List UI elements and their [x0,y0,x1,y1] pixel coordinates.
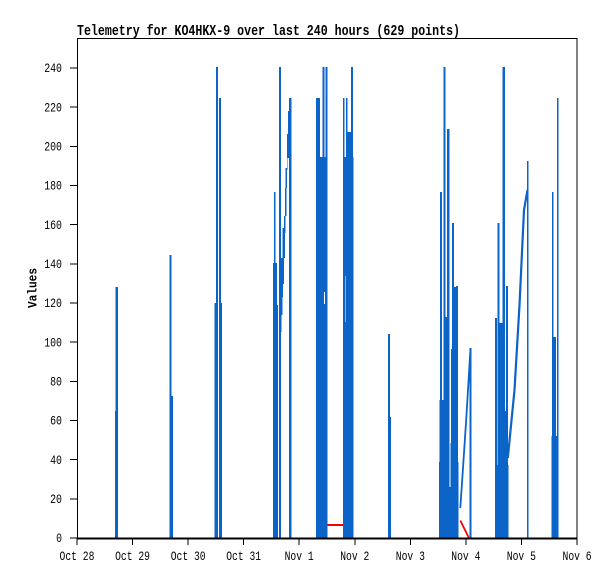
svg-text:Nov 4: Nov 4 [451,549,480,564]
svg-text:Oct 31: Oct 31 [226,549,261,564]
svg-text:120: 120 [44,296,62,311]
svg-text:40: 40 [50,453,62,468]
svg-text:Oct 30: Oct 30 [171,549,206,564]
svg-text:Nov 6: Nov 6 [563,549,592,564]
svg-text:Nov 5: Nov 5 [507,549,536,564]
svg-text:180: 180 [44,179,62,194]
svg-text:200: 200 [44,139,62,154]
svg-text:Telemetry for KO4HKX-9 over la: Telemetry for KO4HKX-9 over last 240 hou… [77,23,460,40]
svg-text:240: 240 [44,61,62,76]
svg-text:100: 100 [44,335,62,350]
svg-text:Oct 28: Oct 28 [60,549,95,564]
svg-text:0: 0 [56,531,62,546]
svg-text:220: 220 [44,100,62,115]
svg-text:Oct 29: Oct 29 [115,549,150,564]
svg-text:140: 140 [44,257,62,272]
svg-text:60: 60 [50,414,62,429]
svg-text:Nov 3: Nov 3 [396,549,425,564]
svg-text:Nov 2: Nov 2 [340,549,369,564]
svg-text:80: 80 [50,374,62,389]
svg-text:20: 20 [50,492,62,507]
svg-text:Values: Values [26,268,41,308]
svg-text:160: 160 [44,218,62,233]
svg-text:Nov 1: Nov 1 [285,549,314,564]
